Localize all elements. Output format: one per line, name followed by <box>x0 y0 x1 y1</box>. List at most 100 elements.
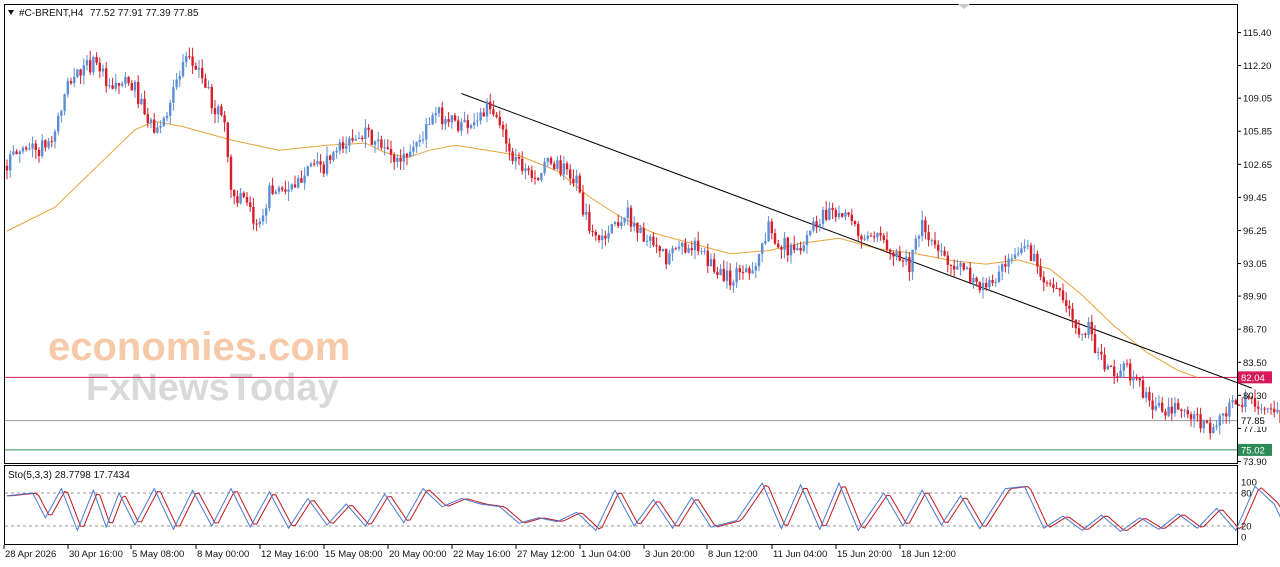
candle <box>130 80 133 91</box>
candle <box>492 100 495 117</box>
candle <box>242 191 245 199</box>
candle <box>607 225 610 243</box>
candle <box>108 78 111 89</box>
candle <box>303 167 306 190</box>
candle <box>156 122 159 134</box>
candle <box>549 156 553 166</box>
main-plot-frame <box>4 4 1238 464</box>
candle <box>674 246 677 250</box>
downtrend-line[interactable] <box>461 93 1252 389</box>
candle <box>905 249 908 266</box>
candle <box>562 155 565 181</box>
price-tick-label: 89.90 <box>1243 292 1267 303</box>
candle <box>738 264 741 281</box>
stochastic-lines <box>5 481 1280 533</box>
candle <box>1273 400 1276 418</box>
candle <box>1161 396 1164 414</box>
candle <box>866 231 869 242</box>
candle <box>601 228 604 250</box>
candle <box>1180 408 1183 418</box>
candle <box>556 156 559 171</box>
candle <box>345 136 348 154</box>
candle <box>1157 395 1161 408</box>
scroll-shift-marker-icon[interactable] <box>958 4 970 9</box>
svg-text:77.85: 77.85 <box>1241 416 1265 427</box>
candle <box>37 147 41 163</box>
candle <box>34 139 37 159</box>
candle <box>1260 403 1263 414</box>
candle <box>1004 255 1007 273</box>
candle <box>981 276 985 299</box>
candle <box>706 243 709 274</box>
candle <box>201 59 204 84</box>
candle <box>511 147 514 165</box>
candle <box>809 230 812 237</box>
candle <box>1010 253 1013 264</box>
candle <box>127 75 130 86</box>
candle <box>175 73 178 91</box>
dropdown-triangle-icon[interactable] <box>8 10 14 15</box>
candle <box>751 262 754 274</box>
candle <box>140 93 143 106</box>
candle <box>853 220 857 227</box>
candle <box>1129 358 1132 386</box>
candle <box>300 170 303 183</box>
candle <box>895 248 898 261</box>
stochastic-tick-label: 100 <box>1241 478 1257 489</box>
candle <box>322 161 325 178</box>
candle <box>421 131 425 144</box>
candle <box>645 234 649 247</box>
watermark-line2: FxNewsToday <box>86 367 339 409</box>
price-axis: 115.40 112.20 109.05 105.85 102.65 99.45 96.25… <box>1237 28 1272 468</box>
candle <box>745 264 748 273</box>
candle <box>677 240 681 252</box>
candle <box>258 217 261 228</box>
candle <box>591 224 594 237</box>
candle <box>770 218 773 240</box>
candle <box>405 152 409 166</box>
stochastic-tick-label: 80 <box>1241 489 1252 500</box>
candle <box>956 259 959 270</box>
candle <box>1119 363 1122 379</box>
candle <box>802 241 805 253</box>
candle <box>681 241 684 255</box>
candle <box>137 75 140 109</box>
candle <box>354 135 357 142</box>
candle <box>889 248 892 260</box>
candle <box>933 231 937 249</box>
watermark-line1: economies.com <box>48 325 350 369</box>
candle <box>1177 398 1180 411</box>
candle <box>399 149 402 170</box>
ohlc-values: 77.52 77.91 77.39 77.85 <box>90 8 199 19</box>
candle <box>217 104 220 123</box>
candle <box>594 229 597 241</box>
candle <box>31 136 34 158</box>
candle <box>325 146 329 177</box>
candle <box>444 116 447 131</box>
time-tick-label: 1 Jun 04:00 <box>581 549 631 560</box>
svg-text:82.04: 82.04 <box>1241 373 1265 384</box>
candle <box>1106 363 1109 370</box>
candle <box>188 47 191 60</box>
candle <box>268 182 271 212</box>
candle <box>581 184 585 217</box>
candle <box>1199 407 1202 433</box>
candle <box>476 112 479 127</box>
candle <box>994 278 997 287</box>
candle <box>82 58 85 85</box>
candle <box>428 117 431 126</box>
candle <box>613 220 617 227</box>
candle <box>220 103 223 117</box>
candle <box>1189 411 1193 427</box>
candle <box>1231 394 1234 409</box>
candle <box>76 69 79 79</box>
candle <box>306 165 309 177</box>
candle <box>169 99 172 125</box>
candle <box>757 253 761 272</box>
candle <box>1170 397 1173 421</box>
candle <box>716 266 719 279</box>
candle <box>95 52 98 66</box>
trendline[interactable] <box>461 93 1252 389</box>
candle <box>348 136 351 153</box>
